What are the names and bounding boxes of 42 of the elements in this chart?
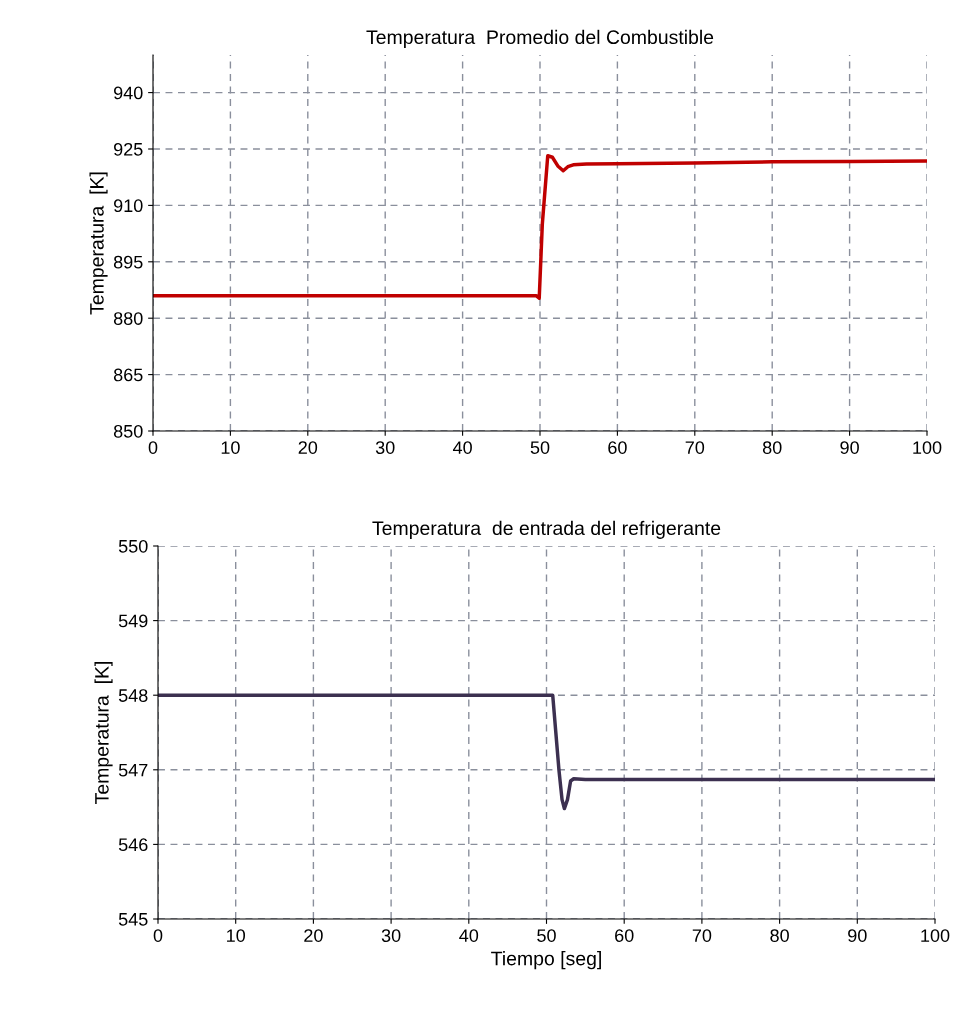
x-tick-label: 20: [298, 441, 318, 454]
y-tick-label: 548: [118, 689, 148, 702]
line-series: [158, 693, 935, 811]
x-tick-label: 90: [848, 929, 867, 942]
x-tick-label: 0: [153, 929, 163, 942]
x-tick-label: 100: [913, 441, 942, 454]
y-tick-label: 895: [113, 255, 143, 269]
x-tick-label: 80: [762, 441, 782, 454]
y-tick-label: 547: [118, 763, 148, 777]
x-tick-label: 80: [770, 929, 789, 942]
y-tick-label: 865: [113, 368, 143, 382]
x-tick-label: 50: [537, 929, 556, 942]
y-tick-label: 850: [113, 424, 143, 438]
x-tick-label: 50: [530, 441, 550, 454]
x-axis-title: Tiempo [seg]: [491, 951, 601, 970]
x-tick-label: 30: [375, 441, 395, 454]
y-axis-title: Temperatura [K]: [94, 662, 113, 804]
x-tick-label: 40: [459, 929, 479, 942]
y-tick-label: 880: [113, 312, 143, 325]
line-series: [153, 154, 927, 301]
x-tick-label: 90: [840, 441, 859, 454]
x-tick-label: 30: [381, 929, 401, 942]
x-tick-label: 70: [692, 929, 712, 942]
y-tick-label: 550: [118, 539, 148, 553]
chart-title: Temperatura de entrada del refrigerante: [372, 520, 721, 539]
x-tick-label: 10: [221, 441, 240, 454]
x-tick-label: 60: [615, 929, 634, 942]
y-axis-title: Temperatura [K]: [89, 172, 108, 315]
y-tick-label: 940: [114, 86, 143, 100]
x-tick-label: 10: [227, 929, 246, 942]
y-tick-label: 910: [114, 199, 143, 213]
y-tick-label: 925: [114, 142, 143, 156]
y-tick-label: 549: [118, 614, 148, 628]
x-tick-label: 0: [148, 441, 158, 454]
y-tick-label: 545: [118, 913, 148, 926]
x-tick-label: 70: [685, 441, 705, 454]
x-tick-label: 20: [304, 929, 323, 942]
y-tick-label: 546: [118, 838, 148, 852]
x-tick-label: 60: [608, 441, 627, 454]
x-tick-label: 100: [921, 929, 950, 942]
chart-title: Temperatura Promedio del Combustible: [366, 29, 714, 48]
x-tick-label: 40: [452, 441, 472, 454]
